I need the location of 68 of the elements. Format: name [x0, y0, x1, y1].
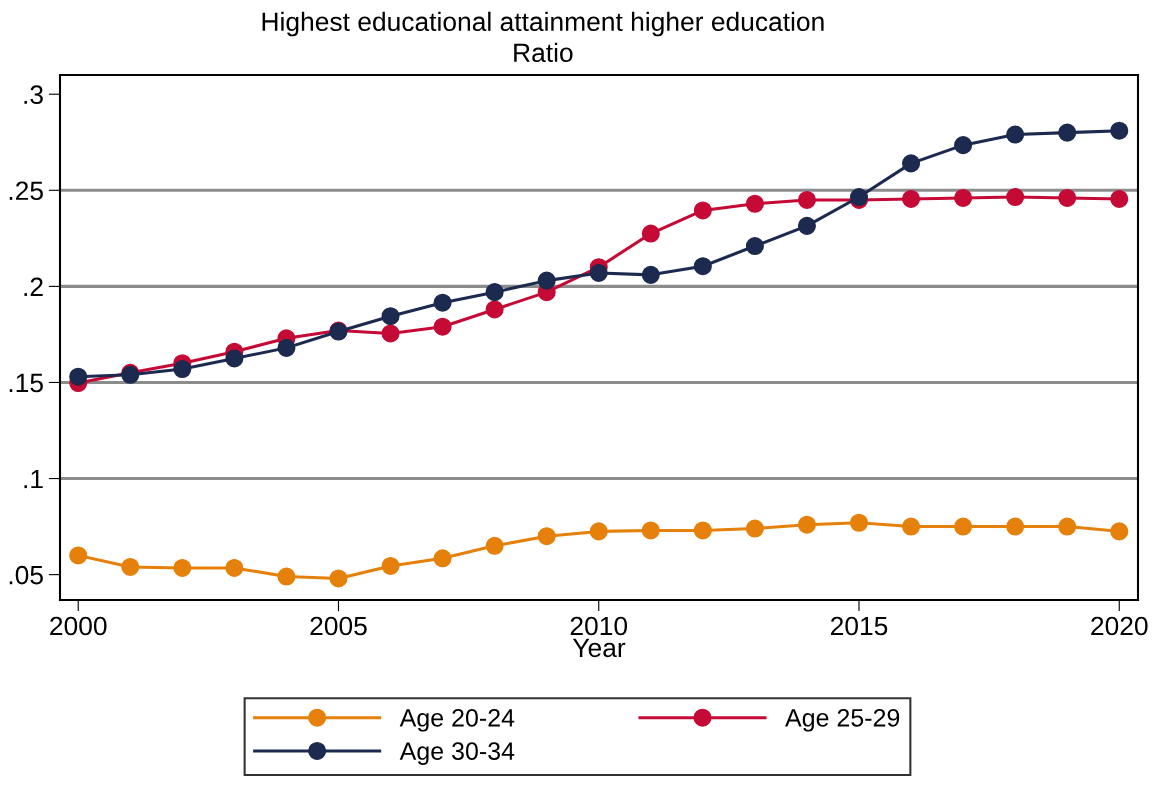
legend-label: Age 25-29: [785, 708, 900, 732]
point: [902, 517, 921, 536]
point: [537, 527, 556, 546]
point: [225, 558, 244, 577]
point: [1006, 187, 1025, 207]
point: [1110, 121, 1129, 140]
point: [641, 265, 660, 284]
point: [797, 216, 816, 235]
point: [902, 154, 921, 173]
point: [589, 263, 608, 282]
point: [1110, 522, 1129, 541]
legend-label: Age 20-24: [399, 708, 515, 732]
point: [433, 317, 452, 336]
point: [902, 189, 921, 208]
point: [69, 367, 88, 386]
x-tick-label: 2020: [1091, 616, 1148, 636]
y-tick-label: .25: [9, 181, 43, 201]
point: [537, 271, 556, 290]
point: [693, 521, 712, 540]
point: [693, 201, 712, 220]
point: [381, 324, 400, 343]
chart-title: Highest educational attainment higher education: [262, 11, 824, 37]
point: [745, 519, 764, 538]
point: [381, 307, 400, 326]
point: [641, 521, 660, 540]
point: [641, 224, 660, 243]
point: [433, 549, 452, 568]
point: [1110, 189, 1129, 208]
point: [277, 338, 296, 357]
point: [485, 300, 504, 319]
point: [173, 359, 192, 379]
point: [1006, 517, 1025, 536]
point: [745, 237, 764, 256]
point: [954, 517, 973, 536]
point: [121, 557, 140, 576]
point: [849, 513, 869, 532]
point: [1058, 123, 1077, 142]
point: [954, 188, 973, 208]
y-tick-label: .05: [9, 565, 43, 585]
x-tick-label: 2005: [310, 616, 367, 636]
point: [381, 556, 400, 576]
legend-label: Age 30-34: [399, 742, 515, 765]
point: [69, 546, 88, 565]
y-tick-label: .15: [9, 373, 43, 393]
y-tick-label: .2: [24, 277, 43, 296]
point: [745, 194, 764, 213]
y-tick-label: .3: [24, 85, 43, 105]
x-tick-label: 2015: [830, 616, 888, 636]
chart-subtitle: Ratio: [514, 42, 573, 63]
point: [485, 536, 504, 555]
point: [589, 522, 608, 541]
x-axis-title: Year: [572, 638, 626, 658]
point: [1006, 125, 1025, 144]
point: [954, 136, 973, 155]
point: [173, 558, 192, 577]
y-tick-label: .1: [24, 469, 43, 489]
point: [277, 567, 296, 586]
point: [485, 283, 504, 302]
point: [433, 293, 452, 312]
point: [329, 569, 348, 588]
point: [1058, 188, 1077, 208]
point: [693, 257, 712, 276]
point: [225, 349, 244, 368]
point: [1058, 517, 1077, 536]
x-tick-label: 2000: [50, 616, 107, 636]
point: [797, 190, 816, 209]
point: [797, 515, 816, 534]
x-tick-label: 2010: [570, 616, 628, 636]
